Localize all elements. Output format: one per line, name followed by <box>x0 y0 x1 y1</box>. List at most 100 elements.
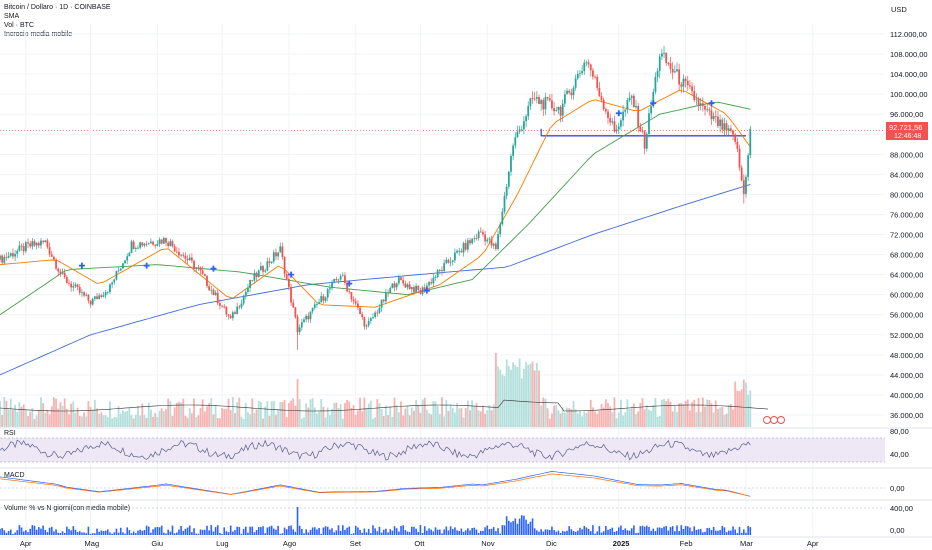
volume-bar <box>210 398 213 427</box>
volume-bar <box>44 412 47 427</box>
volpct-bar <box>398 531 400 535</box>
volpct-bar <box>432 531 435 535</box>
volume-bar <box>227 398 230 427</box>
candle-body <box>184 255 187 259</box>
candle-body <box>589 64 592 71</box>
candle-body <box>221 305 223 307</box>
volpct-bar <box>197 533 200 535</box>
time-tick-label: Mag <box>85 539 100 548</box>
volume-bar <box>525 362 527 427</box>
candle-body <box>643 131 646 149</box>
volpct-bar <box>367 528 370 535</box>
toggle-dot[interactable] <box>770 416 778 424</box>
volume-bar <box>143 414 146 427</box>
volpct-bar <box>316 529 318 535</box>
volume-bar <box>113 417 116 427</box>
volpct-bar <box>44 529 47 535</box>
volume-bar <box>186 417 189 427</box>
volume-bar <box>587 411 590 427</box>
volpct-bar <box>596 531 599 535</box>
candle-body <box>288 279 290 287</box>
candle-body <box>484 234 487 242</box>
volume-bar <box>216 417 219 427</box>
volpct-bar <box>126 527 129 535</box>
volume-bar <box>479 411 482 427</box>
volpct-bar <box>357 527 359 535</box>
volpct-bar <box>42 525 44 535</box>
volpct-bar <box>102 531 105 535</box>
candle-body <box>719 119 722 127</box>
candle-body <box>469 240 471 244</box>
volpct-bar <box>145 525 148 535</box>
legend-sma[interactable]: SMA <box>4 13 20 20</box>
time-tick-label: Ott <box>414 539 425 548</box>
volume-bar <box>188 408 191 427</box>
volume-bar <box>680 403 683 427</box>
volume-bar <box>663 398 665 427</box>
volume-bar <box>281 402 284 427</box>
volume-bar <box>727 404 730 427</box>
candle-body <box>298 327 301 333</box>
candle-body <box>29 243 32 247</box>
volpct-bar <box>359 529 361 535</box>
legend-volume[interactable]: Vol · BTC <box>4 22 34 29</box>
candle-body <box>253 272 256 281</box>
candle-body <box>111 282 114 285</box>
candle-body <box>727 128 730 131</box>
volpct-bar <box>333 532 335 535</box>
candle-body <box>663 52 665 54</box>
volume-bar <box>423 397 426 427</box>
candle-body <box>219 303 221 306</box>
volume-bar <box>410 407 413 427</box>
volume-bar <box>576 413 579 427</box>
candle-body <box>749 128 752 156</box>
candle-body <box>391 283 394 289</box>
candle-body <box>669 63 672 69</box>
volume-bar <box>387 415 389 427</box>
candle-body <box>473 238 476 239</box>
volpct-bar <box>20 527 23 535</box>
volpct-bar <box>669 527 672 535</box>
volume-bar <box>594 411 596 427</box>
volume-bar <box>505 359 508 427</box>
volpct-pane-title[interactable]: Volume % vs N giorni(con media mobile) <box>4 505 131 512</box>
volpct-tick-label: 0,00 <box>890 526 905 535</box>
candle-body <box>486 239 489 242</box>
candle-body <box>689 85 691 87</box>
rsi-pane-title[interactable]: RSI <box>4 430 16 437</box>
series-toggle[interactable] <box>763 416 785 424</box>
volpct-bar <box>615 530 618 535</box>
volume-bar <box>443 416 446 427</box>
candle-body <box>212 289 215 296</box>
toggle-dot[interactable] <box>777 416 785 424</box>
candle-body <box>671 68 674 73</box>
volume-bar <box>288 403 290 427</box>
volume-bar <box>678 403 681 427</box>
candle-body <box>193 260 195 269</box>
toggle-dot[interactable] <box>763 416 771 424</box>
candle-body <box>335 278 338 280</box>
volume-bar <box>219 418 221 427</box>
volume-bar <box>29 411 32 427</box>
candle-body <box>600 96 603 100</box>
candle-body <box>268 261 271 263</box>
volpct-bar <box>680 525 683 535</box>
candle-body <box>505 186 508 196</box>
volpct-bar <box>633 525 635 535</box>
volpct-bar <box>486 525 489 535</box>
volume-bar <box>50 406 53 427</box>
candle-body <box>723 123 726 130</box>
volume-bar <box>22 404 25 427</box>
volpct-bar <box>229 525 232 535</box>
volpct-bar <box>402 525 404 535</box>
candle-body <box>180 254 183 256</box>
volume-bar <box>585 412 588 427</box>
candle-body <box>303 319 305 323</box>
candle-body <box>745 176 747 194</box>
volpct-bar <box>305 529 307 535</box>
macd-pane-title[interactable]: MACD <box>4 472 25 479</box>
volume-bar <box>693 399 696 427</box>
volpct-bar <box>421 532 424 535</box>
volume-bar <box>316 413 318 427</box>
